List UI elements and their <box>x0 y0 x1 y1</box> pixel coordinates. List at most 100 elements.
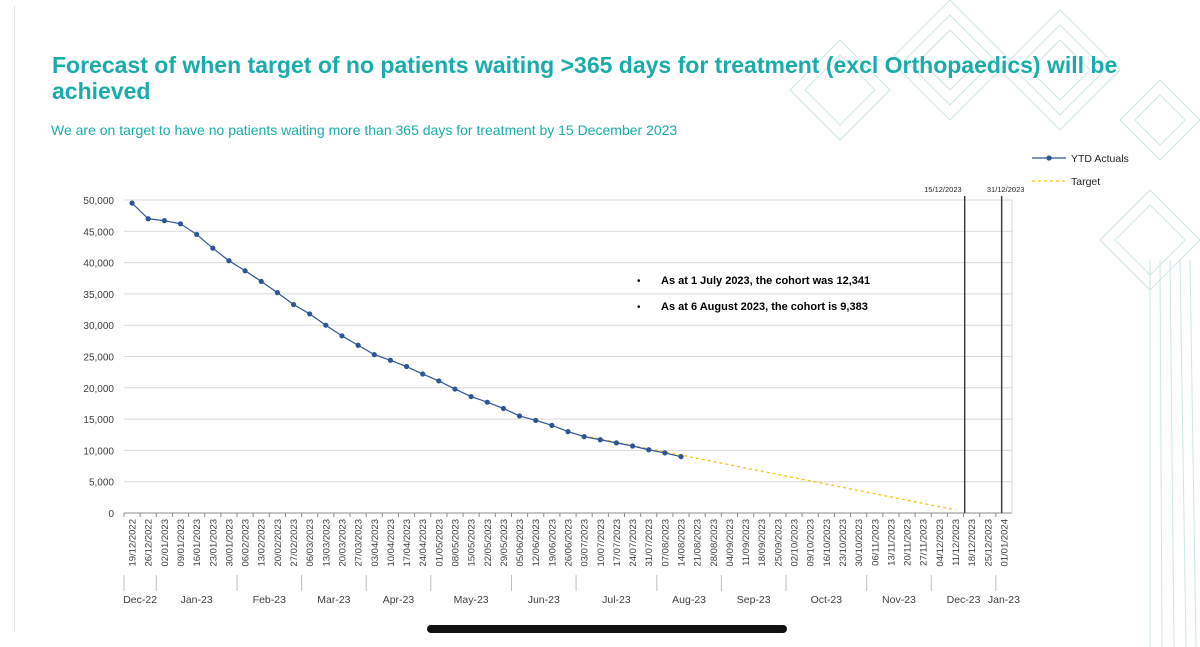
x-tick-label: 08/05/2023 <box>450 519 461 567</box>
x-tick-label: 24/07/2023 <box>628 519 639 567</box>
x-tick-label: 20/02/2023 <box>273 519 284 567</box>
actuals-point <box>501 406 506 411</box>
month-label: Sep-23 <box>737 594 771 606</box>
y-tick-label: 5,000 <box>89 478 114 489</box>
target-date-label: 31/12/2023 <box>987 185 1025 194</box>
x-tick-label: 14/08/2023 <box>677 519 688 567</box>
actuals-point <box>420 371 425 376</box>
x-tick-label: 29/05/2023 <box>499 519 510 567</box>
actuals-point <box>291 302 296 307</box>
month-label: Jan-23 <box>181 594 213 606</box>
x-tick-label: 03/04/2023 <box>370 519 381 567</box>
x-tick-label: 06/03/2023 <box>305 519 316 567</box>
actuals-point <box>323 323 328 328</box>
y-tick-label: 50,000 <box>83 196 114 207</box>
annotation-text: As at 1 July 2023, the cohort was 12,341 <box>661 275 870 287</box>
actuals-point <box>339 333 344 338</box>
actuals-point <box>372 352 377 357</box>
x-tick-label: 09/01/2023 <box>176 519 187 567</box>
x-tick-label: 06/11/2023 <box>870 519 881 566</box>
x-tick-label: 24/04/2023 <box>418 519 429 567</box>
x-tick-label: 11/12/2023 <box>951 519 962 566</box>
x-tick-label: 26/12/2022 <box>144 519 155 567</box>
legend: YTD Actuals Target <box>1032 153 1129 188</box>
x-tick-label: 31/07/2023 <box>644 519 655 567</box>
home-indicator[interactable] <box>427 625 787 633</box>
actuals-point <box>404 364 409 369</box>
y-axis-ticks: 0 5,000 10,000 15,000 20,000 25,000 30,000 35,0… <box>83 196 114 520</box>
month-label: Feb-23 <box>253 594 286 606</box>
y-tick-label: 40,000 <box>83 259 114 270</box>
actuals-point <box>452 386 457 391</box>
actuals-point <box>485 400 490 405</box>
actuals-point <box>565 429 570 434</box>
annotation-bullet: • <box>637 276 641 287</box>
actuals-point <box>469 394 474 399</box>
actuals-point <box>614 440 619 445</box>
x-tick-label: 18/12/2023 <box>967 519 978 567</box>
actuals-point <box>226 258 231 263</box>
month-label: Oct-23 <box>811 594 843 606</box>
x-tick-label: 23/10/2023 <box>838 519 849 567</box>
annotation-bullet: • <box>637 302 641 313</box>
y-tick-label: 0 <box>108 509 114 520</box>
actuals-point <box>146 216 151 221</box>
actuals-point <box>129 201 134 206</box>
month-label: Jun-23 <box>528 594 560 606</box>
actuals-point <box>646 447 651 452</box>
x-tick-label: 20/03/2023 <box>337 519 348 567</box>
x-axis-ticks: 19/12/2022 26/12/2022 02/01/2023 09/01/2023… <box>124 513 1010 567</box>
actuals-point <box>194 232 199 237</box>
actuals-point <box>582 434 587 439</box>
target-date-lines: 15/12/2023 31/12/2023 <box>924 185 1024 513</box>
x-tick-label: 25/09/2023 <box>773 519 784 567</box>
month-label: Nov-23 <box>882 594 916 606</box>
y-tick-label: 25,000 <box>83 353 114 364</box>
y-tick-label: 15,000 <box>83 415 114 426</box>
x-tick-label: 06/02/2023 <box>241 519 252 567</box>
actuals-point <box>259 279 264 284</box>
x-tick-label: 26/06/2023 <box>564 519 575 567</box>
x-tick-label: 10/07/2023 <box>596 519 607 567</box>
actuals-point <box>242 268 247 273</box>
legend-actuals-marker <box>1046 155 1051 160</box>
y-tick-label: 20,000 <box>83 384 114 395</box>
x-tick-label: 17/04/2023 <box>402 519 413 567</box>
x-tick-label: 13/02/2023 <box>257 519 268 567</box>
x-tick-label: 15/05/2023 <box>467 519 478 567</box>
target-series <box>584 436 955 510</box>
x-tick-label: 27/11/2023 <box>919 519 930 566</box>
x-tick-label: 18/09/2023 <box>757 519 768 567</box>
x-tick-label: 10/04/2023 <box>386 519 397 567</box>
chart-grid <box>124 200 1012 513</box>
month-label: Jul-23 <box>602 594 631 606</box>
actuals-point <box>178 221 183 226</box>
month-label: May-23 <box>454 594 489 606</box>
x-tick-label: 05/06/2023 <box>515 519 526 567</box>
month-label: Aug-23 <box>672 594 706 606</box>
x-tick-label: 25/12/2023 <box>983 519 994 567</box>
month-label: Mar-23 <box>317 594 350 606</box>
x-axis-months: Dec-22 Jan-23 Feb-23 Mar-23 Apr-23 May-23 Jun-… <box>123 575 1020 606</box>
x-tick-label: 17/07/2023 <box>612 519 623 567</box>
x-tick-label: 03/07/2023 <box>580 519 591 567</box>
actuals-point <box>388 358 393 363</box>
x-tick-label: 13/03/2023 <box>321 519 332 567</box>
y-tick-label: 30,000 <box>83 321 114 332</box>
target-line <box>584 436 955 510</box>
x-tick-label: 28/08/2023 <box>709 519 720 567</box>
x-tick-label: 19/12/2022 <box>128 519 139 567</box>
x-tick-label: 07/08/2023 <box>660 519 671 567</box>
legend-target-label: Target <box>1071 176 1100 188</box>
x-tick-label: 01/01/2024 <box>999 519 1010 567</box>
month-label: Apr-23 <box>383 594 415 606</box>
x-tick-label: 02/10/2023 <box>790 519 801 567</box>
actuals-point <box>307 311 312 316</box>
x-tick-label: 30/01/2023 <box>224 519 235 567</box>
y-tick-label: 45,000 <box>83 227 114 238</box>
actuals-series <box>129 201 683 460</box>
x-tick-label: 21/08/2023 <box>693 519 704 567</box>
actuals-point <box>436 378 441 383</box>
actuals-point <box>356 343 361 348</box>
x-tick-label: 20/11/2023 <box>903 519 914 566</box>
